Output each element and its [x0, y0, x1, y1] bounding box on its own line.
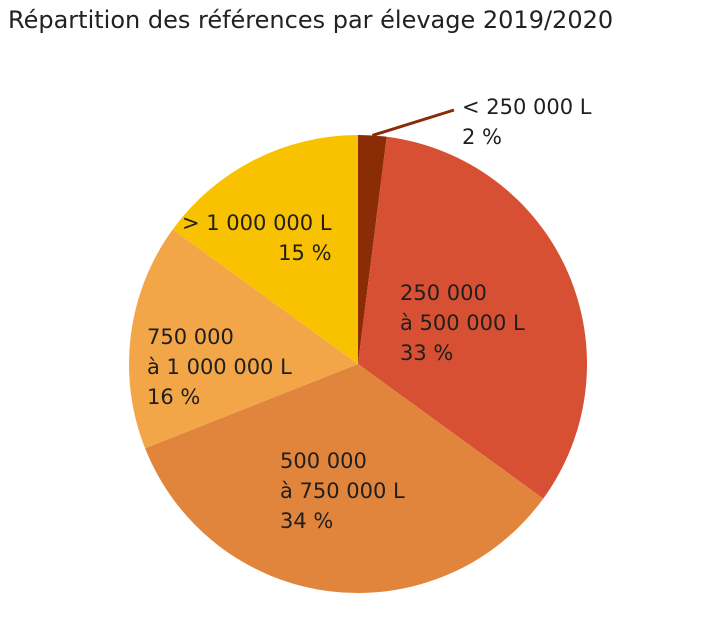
slice-label: à 750 000 L	[280, 479, 405, 503]
pie-slice-1	[358, 136, 587, 499]
slice-label: à 500 000 L	[400, 311, 525, 335]
label-gt-1000000: > 1 000 000 L 15 %	[182, 208, 332, 268]
pie-slice-4	[172, 135, 358, 364]
pie-slice-0	[358, 135, 387, 364]
slice-percent: 33 %	[400, 341, 454, 365]
slice-percent: 15 %	[278, 241, 332, 265]
pie-slice-2	[145, 364, 544, 594]
slice-label: 750 000	[147, 325, 234, 349]
slice-percent: 2 %	[462, 125, 502, 149]
leader-line	[371, 108, 455, 137]
slice-label: 500 000	[280, 449, 367, 473]
label-750000-1000000: 750 000 à 1 000 000 L 16 %	[147, 322, 292, 412]
slice-label: > 1 000 000 L	[182, 211, 332, 235]
label-500000-750000: 500 000 à 750 000 L 34 %	[280, 446, 405, 536]
slice-label: 250 000	[400, 281, 487, 305]
label-250000-500000: 250 000 à 500 000 L 33 %	[400, 278, 525, 368]
slice-percent: 16 %	[147, 385, 201, 409]
slice-percent: 34 %	[280, 509, 334, 533]
pie-slice-3	[128, 229, 358, 449]
slice-label: à 1 000 000 L	[147, 355, 292, 379]
slice-label: < 250 000 L	[462, 95, 592, 119]
chart-title: Répartition des références par élevage 2…	[8, 6, 614, 34]
label-lt-250000: < 250 000 L 2 %	[462, 92, 592, 152]
